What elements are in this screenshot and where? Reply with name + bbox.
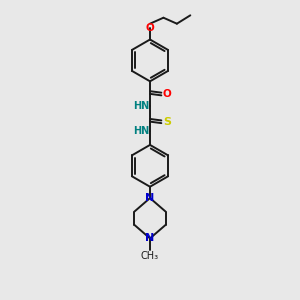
Text: HN: HN (134, 101, 150, 111)
Text: O: O (146, 23, 154, 33)
Text: CH₃: CH₃ (141, 251, 159, 261)
Text: N: N (146, 193, 154, 203)
Text: S: S (163, 117, 171, 127)
Text: HN: HN (134, 127, 150, 136)
Text: O: O (162, 89, 171, 99)
Text: N: N (146, 233, 154, 243)
